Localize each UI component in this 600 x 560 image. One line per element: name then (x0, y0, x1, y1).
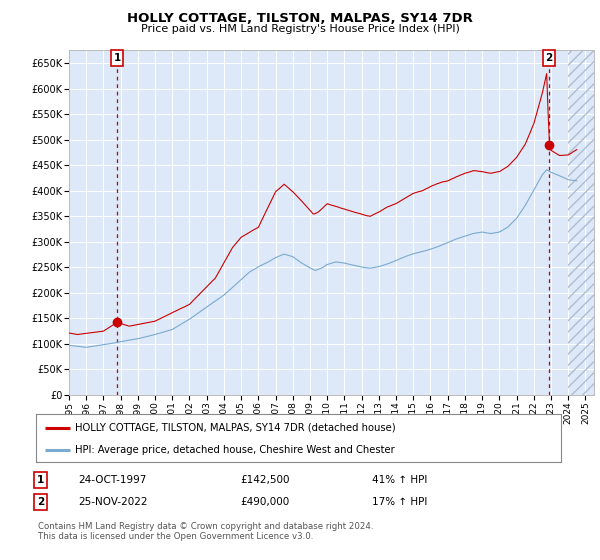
Text: £490,000: £490,000 (240, 497, 289, 507)
Text: Contains HM Land Registry data © Crown copyright and database right 2024.
This d: Contains HM Land Registry data © Crown c… (38, 522, 373, 542)
Text: 2: 2 (545, 53, 553, 63)
Text: Price paid vs. HM Land Registry's House Price Index (HPI): Price paid vs. HM Land Registry's House … (140, 24, 460, 34)
Text: HOLLY COTTAGE, TILSTON, MALPAS, SY14 7DR (detached house): HOLLY COTTAGE, TILSTON, MALPAS, SY14 7DR… (76, 423, 396, 433)
Text: 41% ↑ HPI: 41% ↑ HPI (372, 475, 427, 485)
Text: HPI: Average price, detached house, Cheshire West and Chester: HPI: Average price, detached house, Ches… (76, 445, 395, 455)
Text: 25-NOV-2022: 25-NOV-2022 (78, 497, 148, 507)
Text: 24-OCT-1997: 24-OCT-1997 (78, 475, 146, 485)
Text: 17% ↑ HPI: 17% ↑ HPI (372, 497, 427, 507)
Text: £142,500: £142,500 (240, 475, 290, 485)
Text: 1: 1 (113, 53, 121, 63)
Text: 2: 2 (37, 497, 44, 507)
Text: 1: 1 (37, 475, 44, 485)
Text: HOLLY COTTAGE, TILSTON, MALPAS, SY14 7DR: HOLLY COTTAGE, TILSTON, MALPAS, SY14 7DR (127, 12, 473, 25)
